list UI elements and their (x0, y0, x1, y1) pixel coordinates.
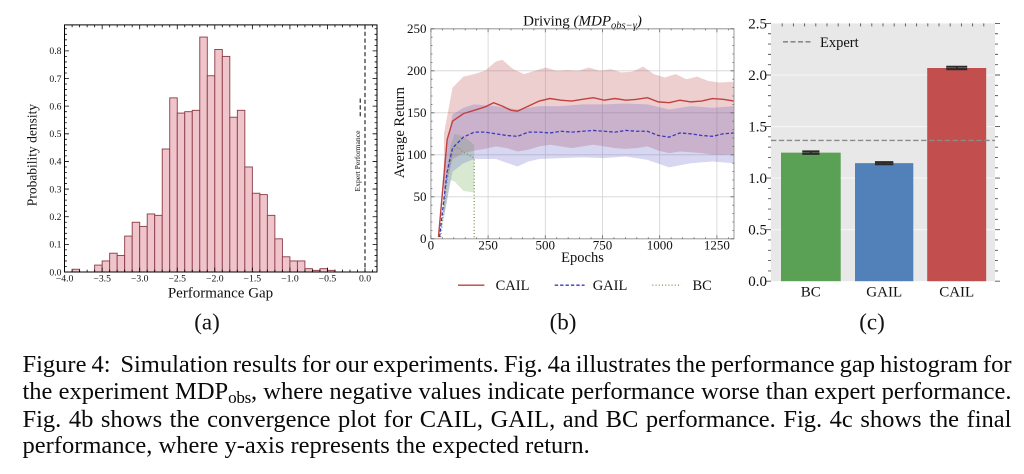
svg-text:0.6: 0.6 (49, 101, 61, 112)
svg-text:1.5: 1.5 (748, 119, 767, 135)
svg-text:2.0: 2.0 (748, 68, 767, 84)
svg-text:BC: BC (693, 278, 712, 294)
svg-text:100: 100 (407, 147, 427, 162)
svg-text:0.0: 0.0 (359, 274, 371, 285)
svg-text:−2.0: −2.0 (206, 274, 224, 285)
svg-text:Expert Performance: Expert Performance (353, 130, 362, 192)
svg-text:Driving (MDPobs−γ): Driving (MDPobs−γ) (523, 13, 642, 31)
svg-text:0: 0 (420, 231, 427, 246)
svg-text:0.2: 0.2 (49, 212, 61, 223)
svg-text:Average Return: Average Return (392, 86, 408, 178)
svg-text:0.5: 0.5 (748, 223, 767, 239)
svg-text:0.3: 0.3 (49, 184, 61, 195)
svg-text:−1.5: −1.5 (244, 274, 262, 285)
svg-text:1.0: 1.0 (748, 171, 767, 187)
svg-text:250: 250 (478, 238, 498, 253)
svg-text:0.1: 0.1 (49, 240, 61, 251)
svg-text:250: 250 (407, 21, 427, 36)
svg-text:−3.0: −3.0 (131, 274, 149, 285)
svg-text:GAIL: GAIL (866, 285, 902, 301)
svg-text:CAIL: CAIL (496, 278, 530, 294)
svg-text:−2.5: −2.5 (168, 274, 186, 285)
svg-text:50: 50 (414, 189, 427, 204)
svg-text:500: 500 (536, 238, 556, 253)
svg-text:(c): (c) (859, 310, 885, 335)
svg-text:0.5: 0.5 (49, 129, 61, 140)
svg-text:Performance Gap: Performance Gap (168, 286, 273, 302)
svg-text:GAIL: GAIL (593, 278, 628, 294)
svg-text:−0.5: −0.5 (319, 274, 337, 285)
svg-text:0.0: 0.0 (49, 267, 61, 278)
svg-text:−4.0: −4.0 (56, 274, 74, 285)
svg-text:−1.0: −1.0 (281, 274, 299, 285)
svg-text:1250: 1250 (704, 238, 730, 253)
svg-text:Expert: Expert (820, 35, 859, 51)
svg-text:0.4: 0.4 (49, 157, 61, 168)
svg-text:200: 200 (407, 63, 427, 78)
svg-text:2.5: 2.5 (748, 16, 767, 32)
svg-text:BC: BC (801, 285, 821, 301)
svg-text:(b): (b) (550, 310, 577, 335)
svg-text:(a): (a) (194, 310, 220, 335)
svg-text:0.8: 0.8 (49, 46, 61, 57)
svg-text:Epochs: Epochs (561, 250, 604, 266)
svg-text:750: 750 (593, 238, 613, 253)
svg-text:150: 150 (407, 105, 427, 120)
svg-text:−3.5: −3.5 (93, 274, 111, 285)
svg-text:CAIL: CAIL (939, 285, 974, 301)
svg-text:1000: 1000 (647, 238, 673, 253)
svg-text:Probability density: Probability density (25, 104, 40, 207)
svg-text:0.7: 0.7 (49, 74, 61, 85)
svg-text:0: 0 (428, 238, 435, 253)
svg-text:0.0: 0.0 (748, 274, 767, 290)
